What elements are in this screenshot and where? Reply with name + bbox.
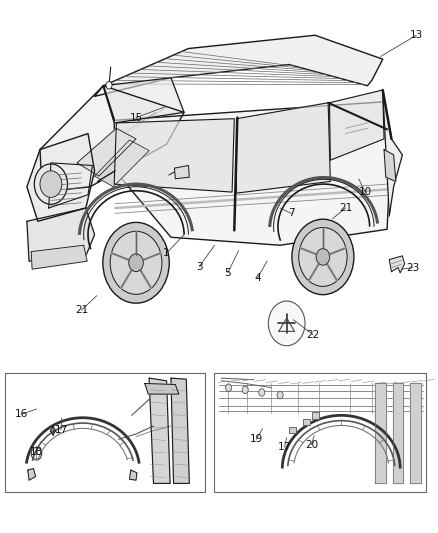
Polygon shape [384,150,396,181]
Circle shape [277,391,283,399]
Polygon shape [130,470,137,480]
Polygon shape [410,383,421,483]
Polygon shape [28,469,35,480]
Circle shape [110,231,162,294]
Polygon shape [174,165,189,179]
Text: 23: 23 [406,263,420,272]
Text: 15: 15 [129,112,143,123]
Circle shape [103,222,169,303]
Polygon shape [103,78,184,123]
Polygon shape [393,383,403,483]
Polygon shape [77,128,136,176]
Text: 7: 7 [288,208,294,219]
Bar [289,427,296,433]
Polygon shape [27,134,95,221]
Text: 22: 22 [306,329,319,340]
Bar [311,412,318,418]
Text: 16: 16 [15,409,28,419]
Polygon shape [171,378,189,483]
Polygon shape [27,208,95,261]
Polygon shape [114,102,392,245]
Polygon shape [40,86,184,192]
Circle shape [129,254,143,272]
Text: 5: 5 [224,268,231,278]
Text: 13: 13 [410,30,423,41]
Circle shape [268,301,305,346]
Polygon shape [31,245,87,269]
Text: 3: 3 [196,262,203,271]
Text: 17: 17 [278,442,291,452]
Polygon shape [375,383,386,483]
Circle shape [292,219,354,295]
Polygon shape [145,383,179,394]
Text: 17: 17 [54,425,67,435]
Text: 4: 4 [254,273,261,283]
Text: 21: 21 [339,203,352,213]
Circle shape [259,389,265,396]
Polygon shape [149,378,170,483]
Bar [303,418,310,425]
Text: 21: 21 [75,305,88,315]
Polygon shape [389,256,405,273]
Polygon shape [329,90,384,160]
Bar [5,373,205,492]
Text: 18: 18 [30,447,43,456]
Text: 19: 19 [250,434,263,445]
Text: 1: 1 [163,248,170,258]
Polygon shape [114,119,234,192]
Text: 10: 10 [359,187,372,197]
Circle shape [34,164,67,204]
Polygon shape [237,103,330,193]
Polygon shape [383,90,403,216]
Circle shape [316,248,330,265]
Circle shape [226,384,232,391]
Polygon shape [95,35,383,96]
Polygon shape [95,140,149,187]
Text: 20: 20 [305,440,318,450]
Bar [214,373,426,492]
Circle shape [40,171,62,197]
Circle shape [106,82,112,89]
Circle shape [299,228,347,286]
Circle shape [242,386,248,393]
